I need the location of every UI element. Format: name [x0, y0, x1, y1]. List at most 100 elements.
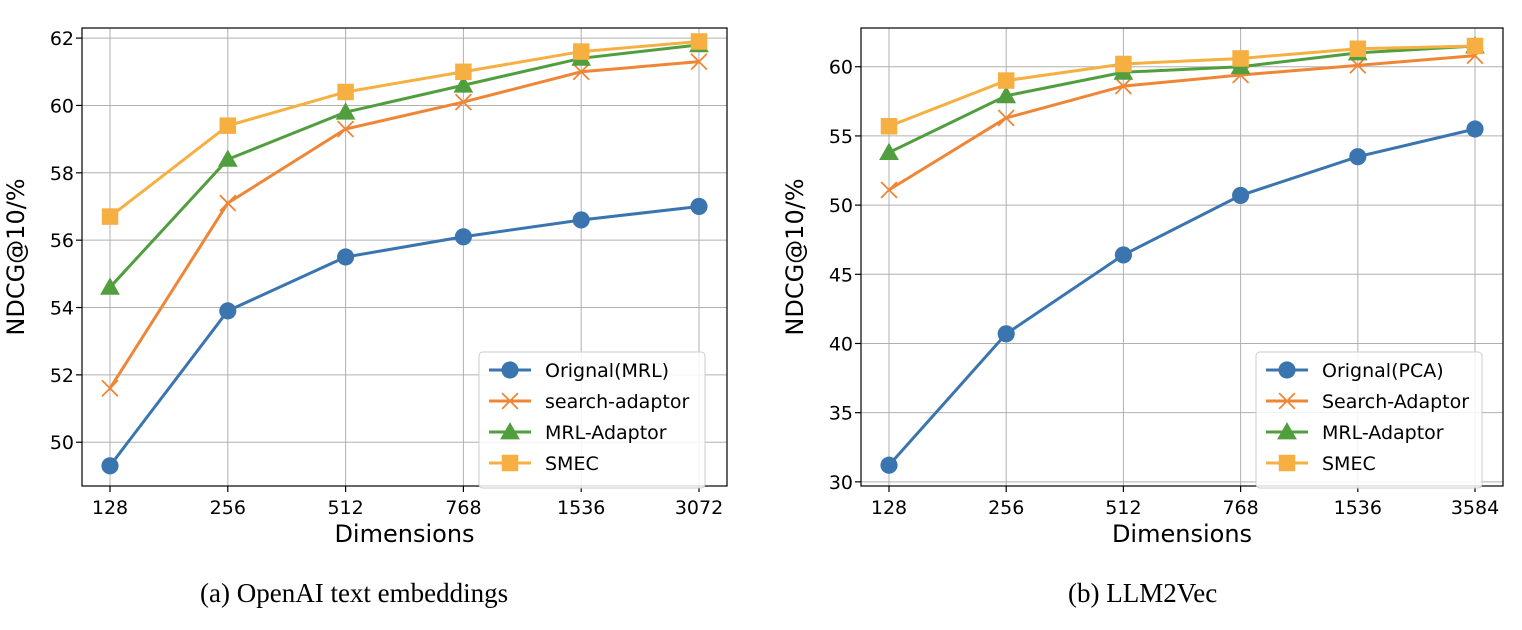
data-point: [1349, 148, 1367, 166]
plot-frame: [81, 27, 728, 487]
data-point: [337, 120, 355, 138]
x-tick-label: 1536: [557, 497, 605, 519]
legend-swatch-marker: [501, 361, 519, 379]
chart-openai: 128 256 512 768 1536 3072 50 52 54 56 58 60 62 Dimens…: [2, 27, 728, 548]
x-tick-label: 128: [92, 497, 128, 519]
data-point: [880, 117, 898, 135]
data-point: [997, 72, 1015, 89]
y-tick-label: 62: [50, 28, 74, 50]
x-tick-label: 1536: [1334, 497, 1382, 519]
series-0: [880, 120, 1484, 474]
data-point: [337, 83, 354, 101]
data-point: [879, 142, 899, 160]
data-point: [337, 248, 355, 266]
legend-label: search-adaptor: [545, 391, 689, 413]
x-tick-label: 768: [1222, 497, 1258, 519]
y-tick-label: 52: [50, 365, 74, 387]
data-point: [219, 302, 237, 320]
data-point: [101, 457, 119, 475]
y-tick-label: 45: [829, 264, 853, 286]
legend-label: MRL-Adaptor: [545, 422, 667, 444]
series-line: [108, 60, 700, 390]
x-tick-label: 768: [445, 497, 481, 519]
legend-label: SMEC: [1322, 453, 1376, 475]
data-point: [219, 194, 237, 212]
data-point: [572, 63, 590, 81]
y-axis-label: NDCG@10/%: [2, 178, 30, 335]
y-tick-label: 60: [50, 95, 74, 117]
legend-label: SMEC: [545, 453, 599, 475]
data-point: [572, 43, 590, 60]
y-tick-label: 30: [829, 472, 853, 494]
legend-swatch-marker: [1278, 392, 1296, 410]
legend-label: MRL-Adaptor: [1322, 422, 1444, 444]
data-point: [1349, 40, 1367, 58]
data-point: [1232, 50, 1249, 67]
data-point: [690, 53, 708, 71]
y-tick-label: 50: [829, 195, 853, 217]
x-tick-label: 512: [327, 497, 363, 519]
caption-b: (b) LLM2Vec: [1068, 578, 1218, 608]
series-line: [888, 54, 1476, 192]
y-tick-label: 56: [50, 230, 74, 252]
x-tick-label: 3584: [1451, 497, 1499, 519]
y-tick-label: 35: [829, 403, 853, 425]
data-point: [996, 85, 1017, 104]
legend-swatch-marker: [501, 454, 519, 472]
data-point: [880, 456, 898, 474]
series-1: [880, 47, 1484, 199]
data-point: [1466, 120, 1484, 138]
legend-label: Orignal(PCA): [1322, 360, 1444, 382]
series-line: [888, 44, 1476, 154]
x-tick-label: 512: [1105, 497, 1141, 519]
data-point: [454, 93, 472, 111]
x-tick-label: 256: [210, 497, 246, 519]
data-point: [690, 197, 708, 216]
data-point: [454, 228, 472, 246]
series-line: [108, 43, 700, 289]
data-point: [101, 208, 119, 225]
series-0: [101, 197, 708, 475]
legend-label: Orignal(MRL): [545, 360, 669, 382]
y-tick-label: 55: [829, 126, 853, 148]
data-point: [880, 181, 898, 199]
legend-box: [478, 351, 706, 489]
data-point: [997, 109, 1015, 127]
data-point: [100, 277, 120, 295]
x-tick-label: 3072: [675, 497, 723, 519]
legend: Orignal(MRL) search-adaptor MRL-Adaptor SME…: [478, 351, 706, 489]
data-point: [101, 379, 119, 397]
legend-swatch-marker: [1278, 361, 1296, 379]
data-point: [455, 63, 472, 81]
data-point: [1232, 186, 1250, 205]
x-axis-label: Dimensions: [1112, 520, 1252, 548]
y-axis-label: NDCG@10/%: [781, 178, 809, 335]
grid: [82, 28, 727, 486]
series-line: [108, 204, 700, 467]
series-3: [880, 37, 1484, 135]
data-point: [997, 325, 1015, 343]
data-point: [219, 117, 237, 134]
series-line: [109, 39, 700, 218]
legend-label: Search-Adaptor: [1322, 391, 1469, 413]
legend-swatch-marker: [1277, 422, 1297, 440]
data-point: [1114, 246, 1132, 264]
y-tick-label: 58: [50, 163, 74, 185]
plot-frame: [860, 27, 1504, 487]
y-tick-label: 60: [829, 57, 853, 79]
y-tick-label: 50: [50, 432, 74, 454]
series-2: [100, 34, 709, 295]
x-tick-label: 128: [871, 497, 907, 519]
legend-swatch-marker: [1278, 454, 1296, 472]
series-3: [101, 33, 708, 225]
series-line: [888, 44, 1476, 128]
data-point: [690, 33, 708, 50]
y-tick-label: 54: [50, 298, 74, 320]
x-axis-label: Dimensions: [334, 520, 474, 548]
data-point: [335, 102, 356, 120]
caption-a: (a) OpenAI text embeddings: [200, 578, 509, 608]
data-point: [1114, 77, 1132, 95]
series-1: [101, 53, 708, 397]
legend-swatch-marker: [500, 422, 520, 440]
